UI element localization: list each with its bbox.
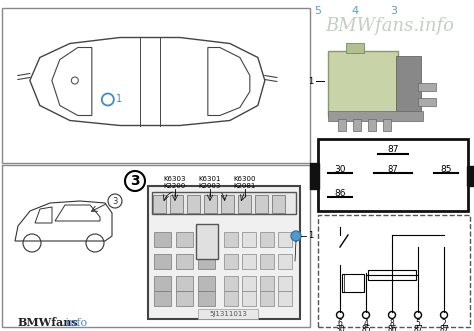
Bar — [154, 276, 171, 291]
Bar — [176, 276, 193, 291]
Text: 5: 5 — [416, 318, 420, 327]
Bar — [224, 254, 238, 269]
Bar — [196, 224, 218, 259]
Bar — [418, 98, 436, 106]
Bar — [242, 291, 256, 306]
Bar — [153, 195, 166, 213]
Bar — [198, 232, 215, 247]
Bar — [260, 232, 274, 247]
Bar — [187, 195, 200, 213]
Text: 85: 85 — [361, 324, 371, 331]
Bar — [368, 119, 376, 131]
Bar — [278, 276, 292, 291]
Text: 3: 3 — [390, 6, 397, 16]
Text: 4: 4 — [364, 318, 368, 327]
Bar — [198, 276, 215, 291]
Text: 87: 87 — [413, 324, 423, 331]
Circle shape — [125, 171, 145, 191]
Bar — [148, 186, 300, 319]
Bar — [198, 254, 215, 269]
Text: BMWfans.info: BMWfans.info — [326, 17, 455, 35]
Bar — [224, 276, 238, 291]
Bar — [221, 195, 234, 213]
Bar — [154, 232, 171, 247]
Text: BMWfans: BMWfans — [18, 317, 79, 328]
Bar — [242, 232, 256, 247]
Bar — [242, 276, 256, 291]
Circle shape — [108, 194, 122, 208]
Text: 87: 87 — [387, 145, 399, 154]
Bar — [224, 232, 238, 247]
Bar — [368, 270, 416, 280]
Bar — [342, 274, 364, 292]
Bar — [467, 166, 474, 186]
Text: 2: 2 — [442, 318, 447, 327]
Text: 1: 1 — [308, 231, 313, 241]
Text: 30: 30 — [334, 165, 346, 173]
Text: K2200: K2200 — [164, 183, 186, 189]
Bar — [198, 291, 215, 306]
Bar — [278, 291, 292, 306]
Bar — [353, 119, 361, 131]
Bar — [224, 291, 238, 306]
Bar — [260, 254, 274, 269]
Text: 8: 8 — [390, 318, 394, 327]
Bar — [328, 111, 423, 121]
Text: 87: 87 — [388, 165, 398, 173]
Bar — [198, 309, 258, 319]
Text: 3: 3 — [130, 174, 140, 188]
Bar — [272, 195, 285, 213]
Bar — [154, 291, 171, 306]
Bar — [318, 139, 468, 211]
Text: 4: 4 — [352, 6, 359, 16]
Bar — [2, 8, 310, 163]
Text: K6300: K6300 — [234, 176, 256, 182]
Text: 6: 6 — [337, 318, 342, 327]
Bar — [154, 254, 171, 269]
Text: 5: 5 — [314, 6, 321, 16]
Text: 3: 3 — [112, 197, 118, 206]
Text: 30: 30 — [335, 324, 345, 331]
Bar — [328, 51, 398, 116]
Bar — [260, 291, 274, 306]
Bar — [318, 215, 470, 327]
Bar — [238, 195, 251, 213]
Bar — [170, 195, 183, 213]
Text: K6301: K6301 — [199, 176, 221, 182]
Bar — [418, 83, 436, 91]
Bar — [2, 165, 310, 327]
Bar — [278, 254, 292, 269]
Bar — [383, 119, 391, 131]
Bar — [260, 276, 274, 291]
Text: K2003: K2003 — [199, 183, 221, 189]
Bar — [278, 232, 292, 247]
Circle shape — [291, 231, 301, 241]
Text: 1: 1 — [308, 76, 313, 85]
Text: 86: 86 — [387, 324, 397, 331]
Bar — [176, 232, 193, 247]
Text: K6303: K6303 — [164, 176, 186, 182]
Text: 1: 1 — [116, 94, 122, 105]
Bar — [242, 254, 256, 269]
Bar — [176, 291, 193, 306]
Bar — [346, 43, 364, 53]
Bar — [176, 254, 193, 269]
Text: K2081: K2081 — [234, 183, 256, 189]
Bar — [310, 163, 319, 189]
Text: 5J1311013: 5J1311013 — [209, 311, 247, 317]
Bar — [152, 192, 296, 214]
Text: 85: 85 — [440, 165, 452, 173]
Text: 86: 86 — [334, 188, 346, 198]
Bar — [396, 56, 421, 111]
Text: 87: 87 — [439, 324, 449, 331]
Bar — [204, 195, 217, 213]
Text: .info: .info — [62, 318, 87, 328]
Bar — [255, 195, 268, 213]
Bar — [338, 119, 346, 131]
